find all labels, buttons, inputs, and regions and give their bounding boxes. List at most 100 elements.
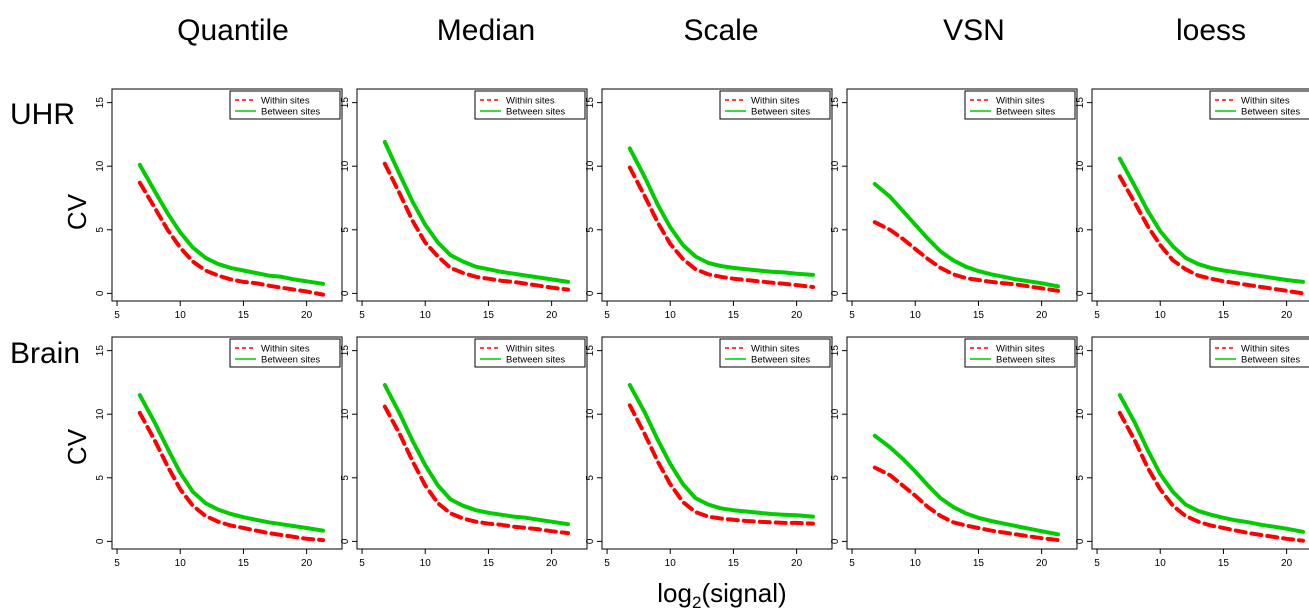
- y-tick-label: 10: [340, 160, 351, 172]
- series-group: [627, 383, 815, 526]
- legend-label-within-sites: Within sites: [261, 96, 310, 107]
- y-tick-label: 10: [830, 160, 841, 172]
- y-tick-label: 0: [95, 538, 106, 544]
- legend-label-within-sites: Within sites: [1241, 344, 1290, 355]
- legend-label-within-sites: Within sites: [751, 96, 800, 107]
- x-tick-label: 10: [1155, 558, 1167, 569]
- x-tick-label: 10: [420, 310, 432, 321]
- y-tick-label: 5: [95, 475, 106, 481]
- legend-label-between-sites: Between sites: [261, 107, 320, 118]
- y-axis-label-uhr: CV: [62, 193, 92, 230]
- x-tick-label: 10: [1155, 310, 1167, 321]
- x-tick-label: 20: [546, 558, 558, 569]
- y-tick-label: 5: [585, 227, 596, 233]
- legend-label-within-sites: Within sites: [1241, 96, 1290, 107]
- legend-label-between-sites: Between sites: [506, 355, 565, 366]
- legend-label-between-sites: Between sites: [506, 107, 565, 118]
- series-group: [1117, 393, 1305, 543]
- x-tick-label: 15: [1218, 310, 1230, 321]
- y-tick-label: 15: [830, 345, 841, 357]
- x-tick-label: 15: [483, 310, 495, 321]
- x-tick-label: 10: [175, 558, 187, 569]
- legend-label-within-sites: Within sites: [996, 96, 1045, 107]
- x-tick-label: 15: [973, 558, 985, 569]
- legend-box: [719, 338, 831, 368]
- x-tick-label: 5: [359, 558, 365, 569]
- x-tick-label: 5: [114, 558, 120, 569]
- y-tick-label: 5: [340, 227, 351, 233]
- y-tick-label: 10: [95, 408, 106, 420]
- x-tick-label: 20: [301, 310, 313, 321]
- x-tick-label: 15: [238, 310, 250, 321]
- legend-box: [474, 90, 586, 120]
- series-group: [1117, 156, 1305, 296]
- y-tick-label: 0: [830, 538, 841, 544]
- legend-box: [229, 338, 341, 368]
- legend-box: [964, 338, 1076, 368]
- series-line-between-sites: [137, 162, 325, 286]
- series-group: [627, 146, 815, 289]
- column-title-loess: loess: [1176, 14, 1246, 47]
- series-line-within-sites: [382, 161, 570, 292]
- y-tick-label: 15: [830, 97, 841, 109]
- x-tick-label: 20: [1036, 310, 1048, 321]
- legend-label-between-sites: Between sites: [996, 107, 1055, 118]
- legend-box: [474, 338, 586, 368]
- series-line-within-sites: [627, 165, 815, 289]
- x-axis-label-subscript: 2: [692, 593, 701, 611]
- y-tick-label: 0: [1075, 290, 1086, 296]
- y-tick-label: 0: [1075, 538, 1086, 544]
- column-title-quantile: Quantile: [177, 14, 289, 47]
- y-tick-label: 15: [340, 97, 351, 109]
- plot-frame: [356, 336, 588, 550]
- x-tick-label: 20: [791, 558, 803, 569]
- plot-frame: [1091, 336, 1309, 550]
- y-tick-label: 15: [95, 345, 106, 357]
- legend-label-between-sites: Between sites: [751, 355, 810, 366]
- series-line-between-sites: [627, 146, 815, 277]
- x-tick-label: 5: [359, 310, 365, 321]
- legend-label-between-sites: Between sites: [996, 355, 1055, 366]
- series-line-within-sites: [1117, 174, 1305, 296]
- x-tick-label: 10: [665, 558, 677, 569]
- y-tick-label: 5: [1075, 475, 1086, 481]
- series-line-within-sites: [137, 180, 325, 297]
- y-axis-labels: CV CV: [62, 193, 92, 465]
- legend-label-between-sites: Between sites: [261, 355, 320, 366]
- x-tick-label: 10: [420, 558, 432, 569]
- series-line-within-sites: [137, 410, 325, 543]
- x-tick-label: 5: [1094, 558, 1100, 569]
- x-tick-label: 10: [665, 310, 677, 321]
- legend-box: [1209, 338, 1309, 368]
- row-label-uhr: UHR: [10, 98, 75, 131]
- legend-label-within-sites: Within sites: [751, 344, 800, 355]
- column-titles: Quantile Median Scale VSN loess: [177, 14, 1246, 47]
- x-tick-label: 5: [604, 310, 610, 321]
- y-axis-label-brain: CV: [62, 428, 92, 465]
- y-tick-label: 15: [1075, 345, 1086, 357]
- plot-frame: [1091, 88, 1309, 302]
- series-line-within-sites: [872, 465, 1060, 543]
- series-line-between-sites: [1117, 156, 1305, 284]
- series-line-between-sites: [382, 383, 570, 527]
- x-axis-label: log2(signal): [657, 578, 786, 611]
- y-tick-label: 10: [95, 160, 106, 172]
- series-line-between-sites: [1117, 393, 1305, 534]
- series-line-between-sites: [382, 140, 570, 284]
- plot-frame: [111, 88, 343, 302]
- x-tick-label: 5: [849, 558, 855, 569]
- series-group: [137, 162, 325, 297]
- y-tick-label: 15: [95, 97, 106, 109]
